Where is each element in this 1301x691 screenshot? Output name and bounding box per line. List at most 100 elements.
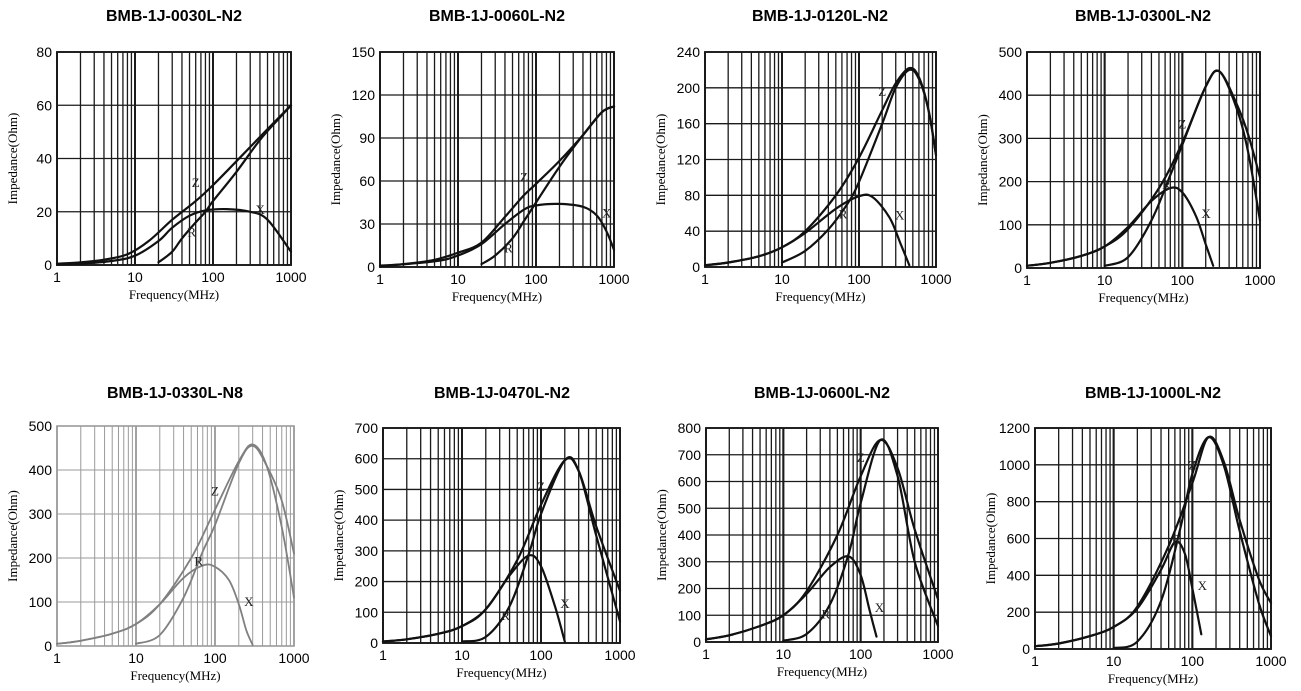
curve-label-z: Z <box>878 84 886 99</box>
curve-label-x: X <box>1201 206 1211 221</box>
curve-label-r: R <box>839 206 848 221</box>
y-tick-label: 30 <box>359 216 375 232</box>
y-tick-label: 200 <box>355 574 379 590</box>
y-tick-label: 0 <box>44 638 52 654</box>
y-tick-label: 200 <box>677 80 701 96</box>
chart-title: BMB-1J-0030L-N2 <box>106 8 242 25</box>
chart-1: BMB-1J-0030L-N2 0 20 40 60 80 1 10 100 1000 Freque… <box>5 8 307 302</box>
y-tick-label: 300 <box>355 543 379 559</box>
y-axis-label: Impedance(Ohm) <box>5 490 20 582</box>
curve-label-r: R <box>822 607 831 622</box>
y-tick-label: 120 <box>352 87 376 103</box>
y-tick-label: 0 <box>367 259 375 275</box>
x-tick-label: 1000 <box>920 271 951 287</box>
series-line-r <box>1112 436 1273 650</box>
x-tick-label: 100 <box>524 271 548 287</box>
x-tick-label: 100 <box>529 647 553 663</box>
y-tick-label: 500 <box>999 44 1023 60</box>
curve-label-r: R <box>194 553 203 568</box>
y-tick-label: 500 <box>355 481 379 497</box>
curve-label-x: X <box>1198 578 1208 593</box>
x-axis-label: Frequency(MHz) <box>456 665 546 680</box>
x-tick-label: 1000 <box>275 269 306 285</box>
y-tick-label: 700 <box>355 420 379 436</box>
series-line-x <box>56 563 254 646</box>
series-line-r <box>780 68 938 264</box>
chart-title: BMB-1J-0300L-N2 <box>1075 8 1211 25</box>
x-tick-label: 10 <box>127 269 143 285</box>
curve-label-x: X <box>256 202 266 217</box>
y-tick-label: 200 <box>29 550 53 566</box>
x-tick-label: 10 <box>1106 653 1122 669</box>
chart-8: BMB-1J-1000L-N2 0 200 400 600 800 1000 1200 1 10 1… <box>983 385 1287 686</box>
x-tick-label: 1 <box>379 647 387 663</box>
y-tick-label: 100 <box>29 594 53 610</box>
x-axis-label: Frequency(MHz) <box>775 289 865 304</box>
x-tick-label: 10 <box>450 271 466 287</box>
y-tick-label: 90 <box>359 130 375 146</box>
y-tick-label: 0 <box>693 634 701 650</box>
chart-title: BMB-1J-0120L-N2 <box>752 8 888 25</box>
chart-6: BMB-1J-0470L-N2 0 100 200 300 400 500 600 700 1 10… <box>331 385 636 680</box>
y-tick-label: 0 <box>1014 260 1022 276</box>
y-tick-label: 200 <box>678 581 702 597</box>
y-tick-label: 80 <box>36 44 52 60</box>
y-tick-label: 500 <box>29 418 53 434</box>
series-line-x <box>1025 186 1215 267</box>
x-tick-label: 1000 <box>604 647 635 663</box>
curve-label-r: R <box>504 240 513 255</box>
x-axis-label: Frequency(MHz) <box>129 287 219 302</box>
x-tick-label: 1000 <box>278 650 309 666</box>
y-tick-label: 300 <box>999 130 1023 146</box>
y-tick-label: 800 <box>678 420 702 436</box>
y-tick-label: 240 <box>677 44 701 60</box>
x-axis-label: Frequency(MHz) <box>130 668 220 683</box>
plot-frame <box>1034 427 1272 650</box>
y-axis-label: Impedance(Ohm) <box>328 114 343 206</box>
y-tick-label: 300 <box>29 506 53 522</box>
x-tick-label: 10 <box>128 650 144 666</box>
y-tick-label: 80 <box>684 187 700 203</box>
plot-frame <box>56 51 292 266</box>
y-tick-label: 200 <box>999 174 1023 190</box>
x-tick-label: 1 <box>376 271 384 287</box>
plot-area <box>57 426 294 646</box>
chart-title: BMB-1J-0600L-N2 <box>754 385 890 402</box>
x-tick-label: 100 <box>201 269 225 285</box>
x-tick-label: 1000 <box>1255 653 1286 669</box>
y-axis-label: Impedance(Ohm) <box>331 490 346 582</box>
plot-frame <box>379 51 615 268</box>
curve-label-z: Z <box>1188 457 1196 472</box>
y-axis-label: Impedance(Ohm) <box>654 489 669 581</box>
y-tick-label: 100 <box>678 607 702 623</box>
curve-label-z: Z <box>211 484 219 499</box>
curve-label-z: Z <box>192 175 200 190</box>
curve-label-z: Z <box>1178 117 1186 132</box>
chart-2: BMB-1J-0060L-N2 0 30 60 90 120 150 1 10 100 1000 Fr… <box>328 8 630 304</box>
y-tick-label: 20 <box>36 204 52 220</box>
curve-label-x: X <box>875 600 885 615</box>
curve-label-r: R <box>1162 177 1171 192</box>
y-tick-label: 600 <box>1007 531 1031 547</box>
series-line-x <box>55 207 293 266</box>
x-tick-label: 1000 <box>598 271 629 287</box>
chart-title: BMB-1J-0470L-N2 <box>434 385 570 402</box>
curve-label-r: R <box>501 608 510 623</box>
series-line-r <box>1103 69 1262 267</box>
y-tick-label: 60 <box>359 173 375 189</box>
y-tick-label: 100 <box>999 217 1023 233</box>
series-line-x <box>381 554 566 643</box>
y-tick-label: 400 <box>355 512 379 528</box>
y-tick-label: 300 <box>678 554 702 570</box>
plot-area <box>380 52 614 267</box>
y-tick-label: 40 <box>684 223 700 239</box>
plot-frame <box>705 427 939 643</box>
x-tick-label: 100 <box>1171 272 1195 288</box>
x-tick-label: 1 <box>702 646 710 662</box>
x-tick-label: 10 <box>776 646 792 662</box>
y-tick-label: 0 <box>370 635 378 651</box>
y-tick-label: 400 <box>1007 567 1031 583</box>
x-axis-label: Frequency(MHz) <box>1108 671 1198 686</box>
y-tick-label: 120 <box>677 152 701 168</box>
curve-label-x: X <box>244 594 254 609</box>
